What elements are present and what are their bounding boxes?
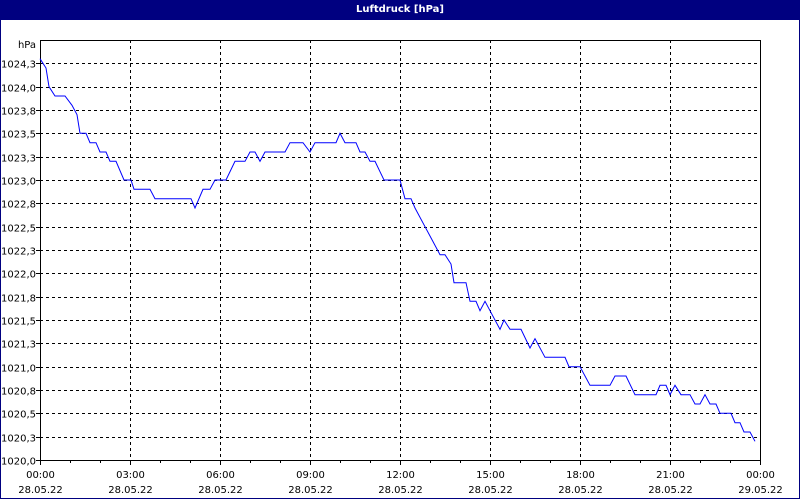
x-tick-time-label: 21:00 xyxy=(656,470,685,481)
y-tick-label: 1022,3 xyxy=(1,247,36,258)
y-tick-label: 1020,0 xyxy=(1,457,36,468)
y-tick-label: 1020,5 xyxy=(1,410,36,421)
x-tick-date-label: 28.05.22 xyxy=(378,485,423,496)
y-tick-label: 1020,3 xyxy=(1,434,36,445)
x-tick-date-label: 28.05.22 xyxy=(108,485,153,496)
y-tick-label: 1023,8 xyxy=(1,107,36,118)
x-tick-date-label: 28.05.22 xyxy=(288,485,333,496)
pressure-line xyxy=(39,58,756,442)
x-axis: 00:00 28.05.22 03:00 28.05.22 06:00 28.05.22 0… xyxy=(18,460,783,496)
x-tick-time-label: 00:00 xyxy=(746,470,775,481)
y-tick-label: 1022,8 xyxy=(1,200,36,211)
y-tick-label: 1021,5 xyxy=(1,317,36,328)
y-tick-label: 1023,5 xyxy=(1,130,36,141)
y-tick-label: 1023,0 xyxy=(1,177,36,188)
y-tick-label: 1021,8 xyxy=(1,294,36,305)
y-tick-label: 1024,0 xyxy=(1,84,36,95)
x-tick-time-label: 03:00 xyxy=(116,470,145,481)
chart-title: Luftdruck [hPa] xyxy=(0,0,800,20)
y-tick-label: 1020,8 xyxy=(1,387,36,398)
x-tick-date-label: 29.05.22 xyxy=(738,485,783,496)
y-tick-label: 1021,0 xyxy=(1,364,36,375)
x-tick-time-label: 09:00 xyxy=(296,470,325,481)
x-tick-date-label: 28.05.22 xyxy=(648,485,693,496)
x-tick-time-label: 00:00 xyxy=(26,470,55,481)
y-axis-unit-label: hPa xyxy=(18,40,36,51)
x-tick-date-label: 28.05.22 xyxy=(198,485,243,496)
x-tick-date-label: 28.05.22 xyxy=(558,485,603,496)
x-tick-time-label: 15:00 xyxy=(476,470,505,481)
y-tick-label: 1022,5 xyxy=(1,224,36,235)
y-tick-label: 1024,3 xyxy=(1,60,36,71)
y-tick-label: 1022,0 xyxy=(1,270,36,281)
y-axis: 1020,0 1020,3 1020,5 1020,8 1021,0 1021,3 1021… xyxy=(1,60,40,468)
x-tick-time-label: 06:00 xyxy=(206,470,235,481)
series xyxy=(39,58,756,442)
plot-area-border xyxy=(40,40,761,461)
x-tick-time-label: 12:00 xyxy=(386,470,415,481)
x-tick-date-label: 28.05.22 xyxy=(18,485,63,496)
y-tick-label: 1021,3 xyxy=(1,340,36,351)
y-tick-label: 1023,3 xyxy=(1,154,36,165)
grid xyxy=(40,40,760,460)
x-tick-time-label: 18:00 xyxy=(566,470,595,481)
x-tick-date-label: 28.05.22 xyxy=(468,485,513,496)
